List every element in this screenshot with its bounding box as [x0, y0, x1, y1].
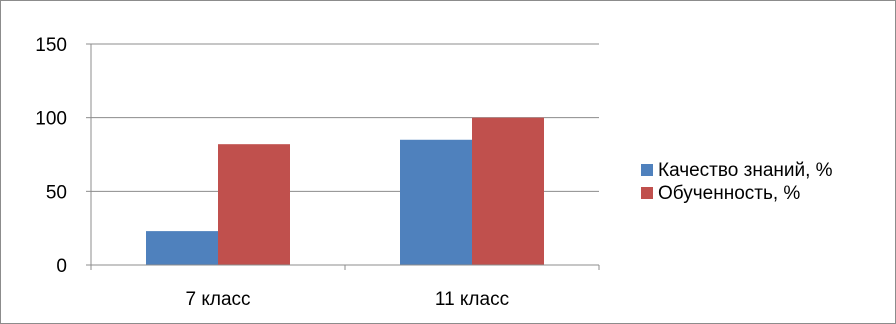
x-category-label: 7 класс [185, 289, 250, 310]
bar [400, 139, 472, 265]
y-tick-label: 0 [56, 256, 67, 277]
x-axis: 7 класс 11 класс [90, 264, 600, 310]
x-category-label: 11 класс [435, 289, 509, 310]
bar [146, 231, 218, 265]
y-tick-label: 100 [35, 109, 67, 130]
y-tick-label: 50 [46, 182, 67, 203]
legend-swatch [641, 187, 653, 199]
legend-label: Качество знаний, % [658, 160, 833, 181]
y-axis: 0 50 100 150 [35, 35, 92, 277]
bar [218, 144, 290, 265]
legend: Качество знаний, %Обученность, % [641, 160, 833, 204]
legend-label: Обученность, % [658, 183, 800, 204]
legend-swatch [641, 164, 653, 176]
bar [472, 117, 544, 266]
y-tick-label: 150 [35, 35, 67, 56]
bars [146, 117, 544, 266]
